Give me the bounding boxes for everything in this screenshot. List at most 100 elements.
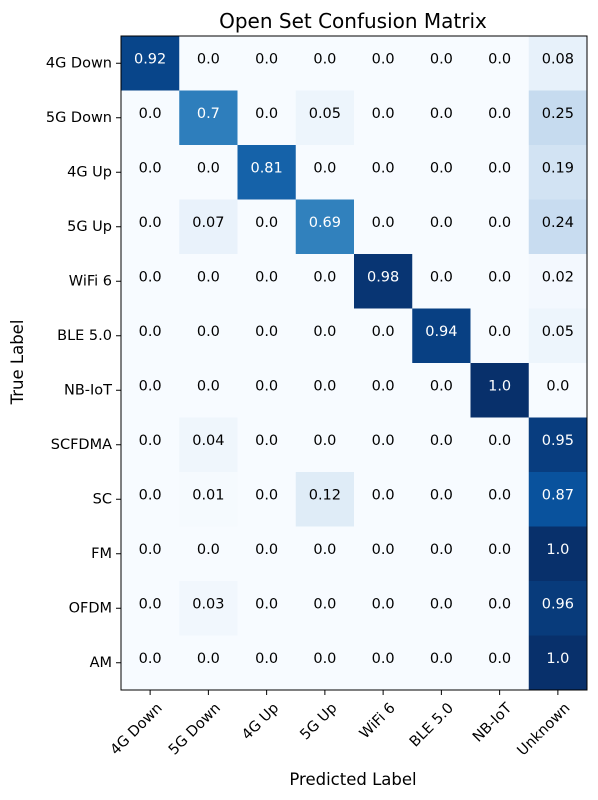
x-tick-label: NB-IoT [470,700,515,745]
y-tick-label: 5G Up [67,219,112,235]
heatmap-cell [412,36,471,91]
heatmap-cell [354,308,413,364]
heatmap-cell [295,145,355,200]
heatmap-cell-label: 0.0 [488,324,511,340]
heatmap-cell [179,36,238,91]
heatmap-cell [237,90,297,146]
heatmap-cell [354,472,413,527]
heatmap-cell [295,635,355,691]
heatmap-cell-labels: 0.92 0.0 0.0 0.0 0.0 0.0 0.0 0.08 0.0 0.7 0.0 0.05 0… [134,51,574,667]
heatmap-cell-label: 0.96 [542,596,574,612]
heatmap-cell-label: 0.0 [139,269,162,285]
heatmap-cell [354,90,413,146]
heatmap-cell [121,308,180,364]
heatmap-cell-label: 0.0 [255,51,278,67]
heatmap-cell-label: 0.0 [139,651,162,667]
heatmap-cell [470,363,530,418]
heatmap-cell [470,199,530,255]
heatmap-cell-label: 0.0 [488,542,511,558]
heatmap-cell-label: 0.0 [488,596,511,612]
heatmap-cell [354,417,413,473]
heatmap-cell [121,36,180,91]
x-tick-label: 5G Down [166,700,224,758]
heatmap-cell [237,635,297,691]
y-tick-label: 4G Down [46,55,112,71]
heatmap-cell-label: 0.0 [372,596,395,612]
heatmap-cell-label: 0.0 [313,160,336,176]
heatmap-cell-label: 0.0 [313,433,336,449]
y-tick-label: 5G Down [46,110,112,126]
heatmap-cell [237,472,297,527]
heatmap-cell-label: 0.0 [255,269,278,285]
heatmap-cell-label: 0.0 [313,542,336,558]
heatmap-cell-label: 0.0 [488,215,511,231]
heatmap-cell-label: 0.0 [488,433,511,449]
heatmap-cell [412,254,471,309]
heatmap-cell [121,90,180,146]
heatmap-cell-label: 0.0 [372,651,395,667]
y-tick-label: SC [93,491,112,507]
heatmap-cell-label: 0.0 [488,160,511,176]
heatmap-cell [354,145,413,200]
heatmap-cell [412,417,471,473]
heatmap-cell-label: 0.0 [372,215,395,231]
heatmap-cell [528,254,588,309]
heatmap-cell [121,472,180,527]
heatmap-cell [412,581,471,636]
heatmap-cell [295,417,355,473]
heatmap-cell [237,417,297,473]
heatmap-cell-label: 0.0 [546,378,569,394]
heatmap-cell [528,90,588,146]
heatmap-cell-label: 0.0 [255,487,278,503]
heatmap-cell [295,363,355,418]
heatmap-cell [121,363,180,418]
heatmap-cell-label: 0.0 [197,651,220,667]
heatmap-cell-label: 0.0 [197,160,220,176]
heatmap-cell [237,526,297,582]
heatmap-cell [295,581,355,636]
heatmap-cell-label: 0.0 [430,269,453,285]
heatmap-cell-label: 0.0 [372,487,395,503]
heatmap-cell-label: 0.12 [309,487,341,503]
heatmap-cell [237,363,297,418]
heatmap-cell-label: 0.0 [139,215,162,231]
heatmap-cell [528,199,588,255]
heatmap-cell [412,145,471,200]
heatmap-cell [179,635,238,691]
heatmap-cell-label: 0.0 [430,651,453,667]
y-tick-label: NB-IoT [64,382,112,398]
y-tick-label: SCFDMA [51,437,112,453]
heatmap-cell [354,199,413,255]
heatmap-cell-label: 0.0 [197,378,220,394]
heatmap-cell [179,363,238,418]
heatmap-cell [470,254,530,309]
heatmap-cell-label: 0.25 [542,106,574,122]
heatmap-cell [354,526,413,582]
heatmap-cell [179,417,238,473]
heatmap-cell [412,199,471,255]
heatmap-cell-label: 1.0 [488,378,511,394]
heatmap-cell [412,308,471,364]
heatmap-cell [412,635,471,691]
x-axis-ticks: 4G Down 5G Down 4G Up 5G Up WiFi 6 BLE 5.0 NB-… [108,690,573,759]
heatmap-cell [470,90,530,146]
x-tick-label: WiFi 6 [357,700,399,742]
heatmap-cell [528,36,588,91]
chart-title: Open Set Confusion Matrix [219,9,487,33]
heatmap-cell-label: 0.0 [430,215,453,231]
heatmap-cell [179,254,238,309]
heatmap-cell [412,90,471,146]
heatmap-cell-label: 1.0 [546,542,569,558]
heatmap-cell [179,90,238,146]
heatmap-cell [121,417,180,473]
heatmap-cell-label: 0.0 [255,324,278,340]
y-tick-label: WiFi 6 [69,273,112,289]
heatmap-cell-label: 0.0 [197,51,220,67]
heatmap-cell [354,635,413,691]
heatmap-cell-label: 0.0 [488,51,511,67]
heatmap-cell-label: 0.0 [197,542,220,558]
heatmap-cell [121,199,180,255]
heatmap-cell-label: 0.0 [430,487,453,503]
heatmap-cell [354,36,413,91]
